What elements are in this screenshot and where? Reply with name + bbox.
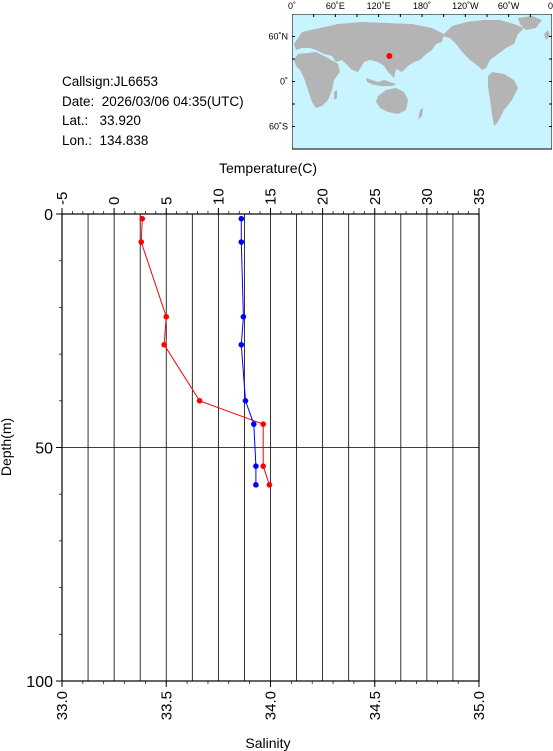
depth-tick-label: 100	[26, 674, 53, 691]
land-australia	[376, 88, 408, 114]
temperature-tick-label: 25	[367, 188, 384, 205]
salinity-point	[238, 341, 245, 348]
map-lat-label: 0˚	[280, 77, 288, 87]
land-greenland	[518, 16, 542, 30]
temperature-tick-label: 15	[263, 188, 280, 205]
lon-row: Lon.: 134.838	[62, 131, 244, 151]
map-lon-label: 0˚	[288, 1, 296, 11]
grid	[61, 213, 480, 682]
date-value: 2026/03/06 04:35(UTC)	[101, 93, 244, 109]
salinity-point	[238, 215, 245, 222]
depth-axis-title: Depth(m)	[0, 418, 14, 476]
lat-label: Lat.:	[62, 113, 89, 128]
salinity-point	[251, 421, 257, 427]
world-map	[292, 14, 552, 150]
land-indonesia	[366, 78, 396, 86]
temperature-tick-label: 10	[210, 188, 227, 205]
land-new-zealand	[418, 108, 423, 120]
salinity-axis: 33.0 33.5 34.0 34.5 35.0	[54, 681, 488, 720]
salinity-profile-line	[240, 218, 257, 485]
land-south-america	[488, 72, 518, 126]
map-lat-label: 60˚N	[268, 32, 288, 42]
temperature-profile-line	[140, 218, 270, 486]
salinity-point	[253, 482, 259, 488]
depth-tick-label: 50	[35, 441, 53, 458]
station-info: Callsign:JL6653 Date: 2026/03/06 04:35(U…	[62, 72, 244, 150]
temperature-point	[260, 421, 267, 427]
temperature-point	[138, 239, 145, 245]
salinity-point	[242, 398, 249, 404]
land-africa	[294, 52, 340, 108]
lon-value: 134.838	[99, 132, 149, 148]
map-lon-label: 0˚	[548, 1, 553, 11]
temperature-tick-label: 30	[419, 188, 436, 205]
salinity-axis-title: Salinity	[245, 735, 290, 751]
salinity-tick-label: 33.5	[158, 691, 175, 720]
salinity-point	[240, 313, 247, 320]
salinity-tick-label: 34.5	[367, 691, 384, 720]
map-lon-label: 120˚E	[367, 1, 391, 11]
temperature-tick-label: -5	[54, 192, 71, 205]
salinity-tick-label: 34.0	[263, 691, 280, 720]
callsign-text: Callsign:JL6653	[62, 74, 159, 89]
salinity-point	[253, 463, 259, 469]
map-lat-label: 60˚S	[269, 122, 288, 132]
temperature-point	[196, 398, 203, 404]
temperature-point	[161, 341, 167, 348]
temperature-tick-label: 35	[471, 188, 488, 205]
temperature-tick-label: 0	[106, 197, 123, 205]
salinity-point	[238, 239, 245, 245]
temperature-point	[266, 482, 273, 488]
land-japan	[391, 47, 398, 58]
lat-value: 33.920	[99, 113, 141, 128]
temperature-axis-title: Temperature(C)	[219, 160, 317, 176]
map-lon-label: 180˚	[413, 1, 431, 11]
map-land	[294, 16, 550, 126]
temperature-point	[139, 215, 146, 222]
temperature-axis: -5 0 5 10 15 20 25 30 35	[54, 188, 488, 214]
temperature-tick-label: 20	[315, 188, 332, 205]
land-madagascar	[334, 90, 337, 100]
lon-label: Lon.:	[62, 132, 93, 148]
station-marker	[386, 53, 393, 60]
temperature-tick-label: 5	[158, 197, 175, 205]
land-eurasia	[294, 22, 444, 78]
salinity-tick-label: 35.0	[471, 691, 488, 720]
lat-row: Lat.: 33.920	[62, 111, 244, 131]
date-row: Date: 2026/03/06 04:35(UTC)	[62, 92, 244, 112]
temperature-point	[260, 463, 267, 469]
map-lon-label: 60˚E	[326, 1, 345, 11]
date-label: Date:	[62, 93, 95, 109]
salinity-tick-label: 33.0	[54, 691, 71, 720]
map-frame	[292, 14, 552, 150]
land-britain	[544, 30, 550, 40]
map-lon-label: 60˚W	[498, 1, 520, 11]
temperature-point	[163, 313, 170, 320]
map-lon-label: 120˚W	[452, 1, 479, 11]
series	[138, 215, 273, 488]
land-north-america	[442, 20, 524, 70]
depth-axis: 0 50 100	[26, 207, 62, 691]
depth-tick-label: 0	[44, 207, 53, 224]
